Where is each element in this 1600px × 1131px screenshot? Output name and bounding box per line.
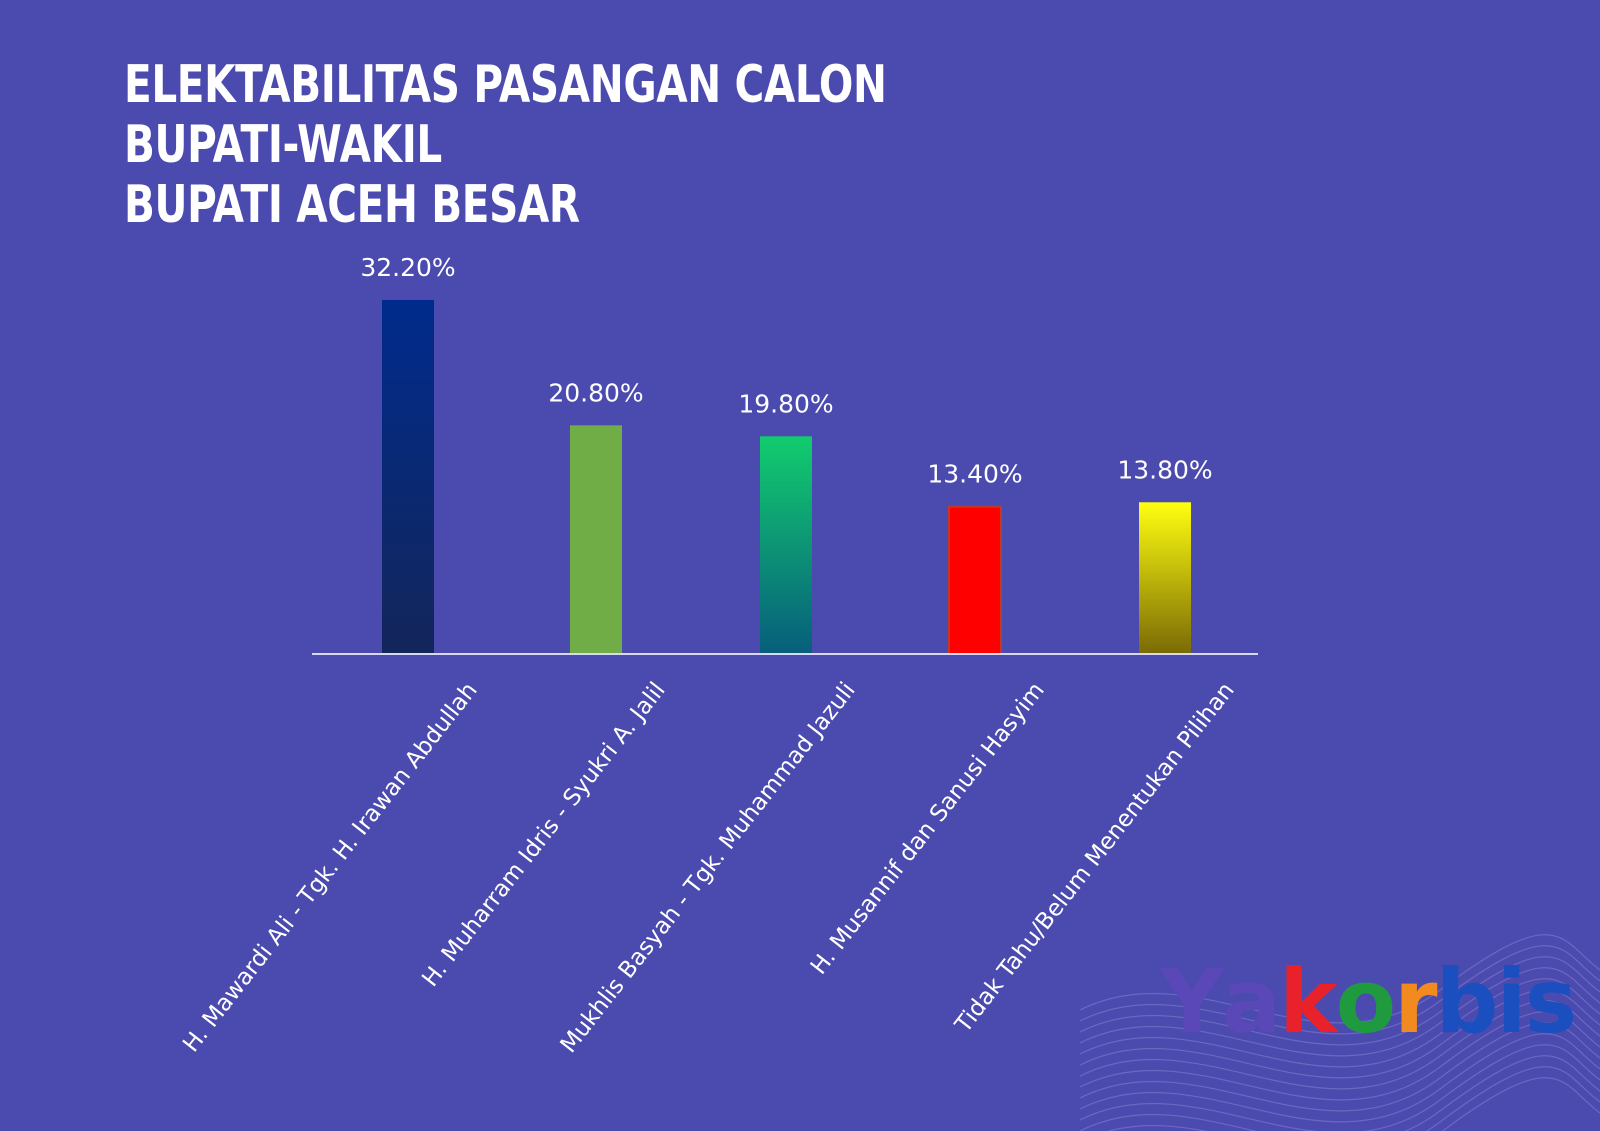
brand-letter: s bbox=[1524, 950, 1577, 1053]
chart-title: ELEKTABILITAS PASANGAN CALON BUPATI-WAKI… bbox=[124, 55, 982, 235]
brand-letter: i bbox=[1496, 950, 1527, 1053]
brand-letter: a bbox=[1221, 950, 1281, 1053]
bars-layer bbox=[382, 300, 1191, 655]
bar-2 bbox=[570, 425, 622, 654]
category-label-1: H. Mawardi Ali - Tgk. H. Irawan Abdullah bbox=[178, 678, 483, 1058]
data-labels-layer: 32.20% 20.80% 19.80% 13.40% 13.80% bbox=[360, 253, 1212, 489]
brand-letter: o bbox=[1335, 950, 1396, 1053]
bar-5 bbox=[1139, 502, 1191, 654]
bar-1 bbox=[382, 300, 434, 654]
category-label-3: Mukhlis Basyah - Tgk. Muhammad Jazuli bbox=[556, 678, 861, 1058]
brand-letter: k bbox=[1279, 950, 1338, 1053]
category-label-4: H. Musannif dan Sanusi Hasyim bbox=[806, 678, 1050, 980]
data-label-5: 13.80% bbox=[1117, 455, 1212, 484]
bar-3 bbox=[760, 436, 812, 654]
chart-title-line-2: BUPATI ACEH BESAR bbox=[124, 175, 580, 235]
brand-letter: r bbox=[1394, 950, 1437, 1053]
bar-4 bbox=[948, 505, 1002, 655]
data-label-1: 32.20% bbox=[360, 253, 455, 282]
data-label-4: 13.40% bbox=[927, 460, 1022, 489]
brand-logo: Yakorbis bbox=[1160, 950, 1577, 1053]
wave-decoration bbox=[1080, 934, 1600, 1131]
chart-title-line-1: ELEKTABILITAS PASANGAN CALON BUPATI-WAKI… bbox=[124, 55, 887, 175]
data-label-2: 20.80% bbox=[548, 378, 643, 407]
data-label-3: 19.80% bbox=[738, 389, 833, 418]
brand-letter: b bbox=[1435, 950, 1499, 1053]
brand-letter: Y bbox=[1160, 950, 1224, 1053]
